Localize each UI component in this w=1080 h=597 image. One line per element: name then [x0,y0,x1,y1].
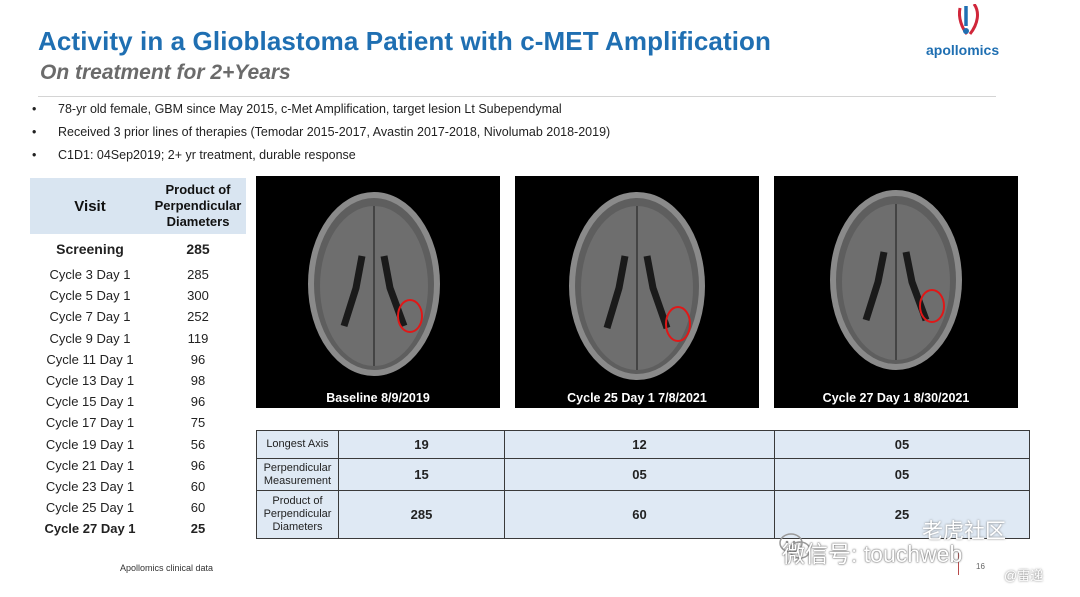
visit-row: Cycle 21 Day 1 96 [30,455,246,476]
visit-ppd-value: 285 [186,241,210,257]
measure-value: 12 [504,430,775,459]
bullet-patient-profile: 78-yr old female, GBM since May 2015, c-… [30,101,610,124]
visit-name: Cycle 23 Day 1 [45,478,135,494]
slide-title: Activity in a Glioblastoma Patient with … [38,26,772,56]
visit-name: Cycle 7 Day 1 [49,309,131,325]
visit-name: Screening [56,241,124,257]
slide-subtitle: On treatment for 2+Years [40,61,291,84]
visit-row: Cycle 25 Day 1 60 [30,497,246,518]
watermark-handle: @雷递 [1004,568,1044,583]
measure-value: 05 [504,458,775,491]
visit-name: Cycle 17 Day 1 [45,415,135,431]
measure-value: 05 [774,458,1030,491]
visit-name: Cycle 11 Day 1 [46,351,134,367]
visit-ppd-value: 96 [190,351,206,367]
mri-scan-cycle27: Cycle 27 Day 1 8/30/2021 [774,176,1018,408]
company-logo: apollomics [924,4,1024,60]
visit-row: Cycle 23 Day 1 60 [30,476,246,497]
visit-table-body: Screening 285 Cycle 3 Day 1 285 Cycle 5 Day … [30,234,246,539]
scan-caption: Cycle 27 Day 1 8/30/2021 [822,391,970,405]
brain-mri-image [569,192,705,380]
visit-name: Cycle 19 Day 1 [45,436,135,452]
data-source-note: Apollomics clinical data [120,563,214,573]
lesion-measurement-table: Longest Axis 19 12 05 Perpendicular Meas… [256,430,1030,539]
visit-row: Cycle 3 Day 1 285 [30,264,246,285]
visit-ppd-value: 96 [190,394,206,410]
visit-ppd-value: 300 [187,288,209,304]
visit-ppd-value: 119 [187,330,209,346]
measure-row-perpendicular: Perpendicular Measurement 15 05 05 [256,458,1030,491]
mri-scan-cycle25: Cycle 25 Day 1 7/8/2021 [515,176,759,408]
visit-name: Cycle 21 Day 1 [45,457,135,473]
measure-row-product: Product of Perpendicular Diameters 285 6… [256,490,1030,539]
visit-name: Cycle 5 Day 1 [49,288,131,304]
visit-ppd-value: 252 [187,309,209,325]
brain-mri-image [830,190,962,370]
visit-row: Cycle 13 Day 1 98 [30,370,246,391]
measure-value: 60 [504,490,775,539]
visit-ppd-value: 98 [190,373,206,389]
wechat-icon [779,533,811,559]
measure-value: 05 [774,430,1030,459]
visit-ppd-value: 60 [190,500,206,516]
ppd-header: Product of Perpendicular Diameters [150,178,246,234]
watermark-wechat-id: 微信号: touchweb [782,541,963,567]
visit-row: Cycle 17 Day 1 75 [30,412,246,433]
visit-ppd-value: 285 [187,267,209,283]
measure-value: 15 [338,458,505,491]
visit-ppd-table: Visit Product of Perpendicular Diameters… [30,178,246,539]
measure-value: 19 [338,430,505,459]
measure-value: 285 [338,490,505,539]
bullet-treatment-start: C1D1: 04Sep2019; 2+ yr treatment, durabl… [30,147,610,170]
visit-name: Cycle 27 Day 1 [44,521,136,537]
bullet-prior-therapies: Received 3 prior lines of therapies (Tem… [30,124,610,147]
visit-row: Cycle 9 Day 1 119 [30,328,246,349]
visit-row: Cycle 5 Day 1 300 [30,285,246,306]
visit-row: Cycle 11 Day 1 96 [30,349,246,370]
measure-label: Product of Perpendicular Diameters [256,490,339,539]
visit-ppd-value: 56 [190,436,206,452]
visit-name: Cycle 3 Day 1 [49,267,131,283]
apollomics-logo-icon [958,4,979,35]
page-number: 16 [976,562,985,571]
patient-summary-list: 78-yr old female, GBM since May 2015, c-… [30,101,610,170]
measure-label: Perpendicular Measurement [256,458,339,491]
brain-mri-image [308,192,440,376]
scan-caption: Baseline 8/9/2019 [326,391,430,405]
visit-header: Visit [30,178,150,234]
visit-ppd-value: 60 [190,478,206,494]
measure-row-longest-axis: Longest Axis 19 12 05 [256,430,1030,459]
page-divider [958,553,959,575]
visit-name: Cycle 15 Day 1 [45,394,135,410]
visit-row: Cycle 19 Day 1 56 [30,434,246,455]
visit-row: Cycle 15 Day 1 96 [30,391,246,412]
visit-name: Cycle 13 Day 1 [45,373,135,389]
mri-scan-baseline: Baseline 8/9/2019 [256,176,500,408]
visit-name: Cycle 25 Day 1 [45,500,135,516]
watermark-community: 老虎社区 [922,520,1006,543]
header-divider [38,96,996,97]
visit-row: Screening 285 [30,234,246,264]
visit-ppd-value: 75 [190,415,206,431]
logo-wordmark: apollomics [926,42,1000,58]
scan-caption: Cycle 25 Day 1 7/8/2021 [567,391,707,405]
visit-ppd-value: 96 [190,457,206,473]
measure-value: 25 [774,490,1030,539]
visit-ppd-value: 25 [190,521,206,537]
visit-row: Cycle 7 Day 1 252 [30,306,246,327]
visit-name: Cycle 9 Day 1 [49,330,131,346]
measure-label: Longest Axis [256,430,339,459]
visit-row: Cycle 27 Day 1 25 [30,518,246,539]
